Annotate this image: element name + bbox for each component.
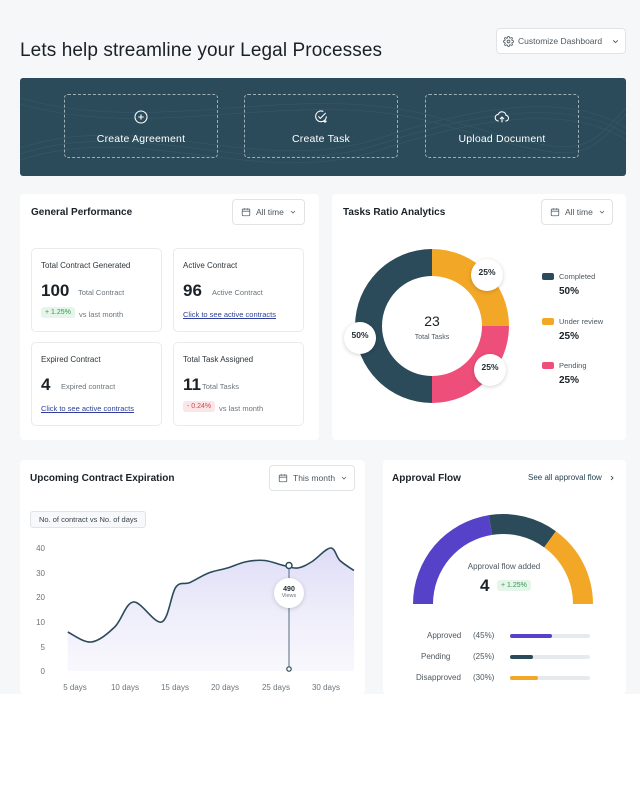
active-contract-link[interactable]: Click to see active contracts xyxy=(183,310,276,319)
chart-legend-chip: No. of contract vs No. of days xyxy=(30,511,147,528)
total-contract-label: Total Contract Generated xyxy=(41,261,131,270)
pending-callout: 25% xyxy=(474,354,506,386)
pending-callout-value: 25% xyxy=(481,362,499,372)
cloud-upload-icon xyxy=(494,111,510,123)
pending-name: Pending xyxy=(421,652,451,661)
active-contract-value: 96 xyxy=(183,281,202,300)
legend-under-review-percent: 25% xyxy=(559,331,580,342)
chart-tooltip: 490 Views xyxy=(274,578,304,608)
legend-under-review-name: Under review xyxy=(559,317,604,326)
disapproved-name: Disapproved xyxy=(416,673,461,682)
approved-name: Approved xyxy=(427,631,462,640)
active-contract-label: Active Contract xyxy=(183,261,238,270)
create-agreement-button[interactable]: Create Agreement xyxy=(64,94,218,158)
tasks-ratio-title: Tasks Ratio Analytics xyxy=(343,207,446,218)
completed-callout-value: 50% xyxy=(351,330,369,340)
tasks-ratio-filter[interactable]: All time xyxy=(541,199,613,225)
upload-document-button[interactable]: Upload Document xyxy=(425,94,579,158)
expired-contract-sub: Expired contract xyxy=(61,382,116,391)
gear-icon xyxy=(503,35,514,47)
expired-contract-stat: Expired Contract 4 Expired contract Clic… xyxy=(31,342,162,426)
calendar-icon xyxy=(278,474,288,483)
total-contract-stat: Total Contract Generated 100 Total Contr… xyxy=(31,248,162,332)
chart-tooltip-value: 490 xyxy=(283,586,295,593)
chart-tooltip-label: Views xyxy=(281,593,297,599)
chevron-down-icon xyxy=(290,210,296,214)
total-task-value: 11 xyxy=(183,375,201,394)
legend-completed-percent: 50% xyxy=(559,286,580,297)
legend-pending-swatch xyxy=(542,362,554,369)
banner-wave-pattern xyxy=(20,97,626,164)
page-title: Lets help streamline your Legal Processe… xyxy=(20,40,383,61)
pending-progress-track xyxy=(510,655,590,659)
active-contract-stat: Active Contract 96 Active Contract Click… xyxy=(173,248,304,332)
total-task-badge: - 0.24% xyxy=(183,401,216,412)
upcoming-expiration-filter[interactable]: This month xyxy=(269,465,355,491)
total-contract-sub: Total Contract xyxy=(78,288,125,297)
create-task-label: Create Task xyxy=(291,133,351,145)
expired-contract-label: Expired Contract xyxy=(41,355,101,364)
approval-flow-center-label: Approval flow added xyxy=(467,562,541,571)
plus-circle-icon xyxy=(134,110,148,124)
under-review-callout-value: 25% xyxy=(478,267,496,277)
quick-actions-banner: Create Agreement Create Task Upload Docu… xyxy=(20,78,626,176)
task-check-icon xyxy=(315,110,327,123)
create-task-button[interactable]: Create Task xyxy=(244,94,398,158)
approved-progress-fill xyxy=(510,634,553,638)
legend-completed-name: Completed xyxy=(559,272,596,281)
general-performance-title: General Performance xyxy=(31,207,133,218)
general-performance-filter[interactable]: All time xyxy=(232,199,305,225)
total-contract-badge: + 1.25% xyxy=(41,307,75,318)
calendar-icon xyxy=(241,208,251,217)
upcoming-expiration-card xyxy=(20,460,365,694)
approval-flow-badge: + 1.25% xyxy=(497,580,531,591)
see-all-approval-flow-link[interactable]: See all approval flow xyxy=(528,473,616,482)
upcoming-expiration-filter-label: This month xyxy=(293,473,336,483)
chevron-right-icon xyxy=(610,475,614,480)
total-task-label: Total Task Assigned xyxy=(183,355,254,364)
approval-flow-center-value: 4 xyxy=(480,576,490,595)
disapproved-percent: (30%) xyxy=(473,673,495,682)
approval-flow-card xyxy=(383,460,626,694)
see-all-approval-flow-label: See all approval flow xyxy=(528,473,602,482)
legend-pending-percent: 25% xyxy=(559,375,580,386)
active-contract-sub: Active Contract xyxy=(212,288,263,297)
calendar-icon xyxy=(550,208,560,217)
chevron-down-icon xyxy=(599,210,605,214)
chevron-down-icon xyxy=(613,39,619,43)
total-task-stat: Total Task Assigned 11 Total Tasks - 0.2… xyxy=(173,342,304,426)
approved-progress-track xyxy=(510,634,590,638)
total-contract-value: 100 xyxy=(41,281,70,300)
approved-percent: (45%) xyxy=(473,631,495,640)
disapproved-progress-track xyxy=(510,676,590,680)
total-contract-badge-caption: vs last month xyxy=(79,310,124,319)
legend-completed-swatch xyxy=(542,273,554,280)
completed-callout: 50% xyxy=(344,322,376,354)
under-review-callout: 25% xyxy=(471,259,503,291)
pending-progress-fill xyxy=(510,655,534,659)
tasks-ratio-filter-label: All time xyxy=(565,207,593,217)
legend-pending-name: Pending xyxy=(559,361,587,370)
expired-contract-value: 4 xyxy=(41,375,51,394)
upload-document-label: Upload Document xyxy=(458,133,546,145)
total-task-badge-caption: vs last month xyxy=(219,404,264,413)
customize-dashboard-label: Customize Dashboard xyxy=(518,36,603,46)
customize-dashboard-button[interactable]: Customize Dashboard xyxy=(496,28,626,54)
disapproved-progress-fill xyxy=(510,676,539,680)
approval-flow-title: Approval Flow xyxy=(392,473,461,484)
create-agreement-label: Create Agreement xyxy=(96,133,186,145)
upcoming-expiration-title: Upcoming Contract Expiration xyxy=(30,473,175,484)
chevron-down-icon xyxy=(341,476,347,480)
total-task-sub: Total Tasks xyxy=(202,382,239,391)
pending-percent: (25%) xyxy=(473,652,495,661)
expired-contract-link[interactable]: Click to see active contracts xyxy=(41,404,134,413)
legend-under-review-swatch xyxy=(542,318,554,325)
general-performance-filter-label: All time xyxy=(256,207,284,217)
